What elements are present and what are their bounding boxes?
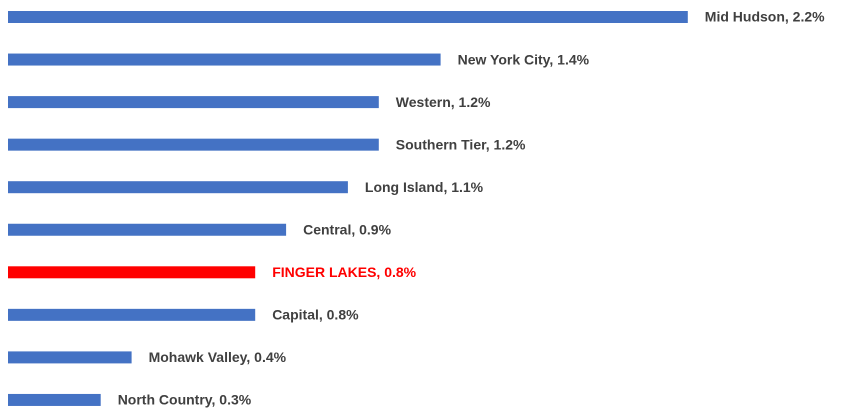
bar <box>8 308 256 321</box>
bar <box>8 393 101 406</box>
data-label: FINGER LAKES, 0.8% <box>272 264 416 280</box>
data-label: Mohawk Valley, 0.4% <box>149 349 287 365</box>
data-label: Western, 1.2% <box>396 94 491 110</box>
bar <box>8 11 688 23</box>
data-label: Central, 0.9% <box>303 221 391 237</box>
data-label: Long Island, 1.1% <box>365 179 484 195</box>
bar <box>8 138 379 151</box>
bar <box>8 266 256 279</box>
data-label: New York City, 1.4% <box>458 51 590 67</box>
data-label: North Country, 0.3% <box>118 392 252 408</box>
data-label: Southern Tier, 1.2% <box>396 136 526 152</box>
bar <box>8 351 132 364</box>
bar <box>8 53 441 66</box>
data-label: Mid Hudson, 2.2% <box>705 9 825 25</box>
bar <box>8 96 379 109</box>
bar <box>8 223 287 236</box>
data-label: Capital, 0.8% <box>272 307 359 323</box>
bar <box>8 181 348 194</box>
